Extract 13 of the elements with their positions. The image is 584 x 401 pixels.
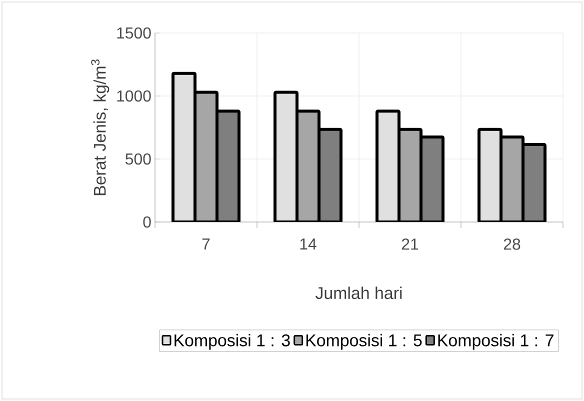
legend-label: Komposisi 1 : 5 [306, 334, 422, 350]
legend-label: Komposisi 1 : 7 [438, 334, 554, 350]
x-axis-title: Jumlah hari [316, 286, 402, 300]
y-tick-label: 500 [126, 153, 151, 165]
x-tick-label: 7 [202, 238, 210, 250]
legend-label: Komposisi 1 : 3 [174, 334, 290, 350]
y-axis-title: Berat Jenis, kg/m$^{3}$ [91, 60, 110, 196]
x-tick-label: 28 [504, 238, 520, 250]
x-tick-label: 14 [300, 238, 316, 250]
x-tick-label: 21 [402, 238, 418, 250]
y-tick-label: 1000 [117, 90, 151, 102]
y-tick-label: 0 [143, 216, 151, 228]
y-tick-label: 1500 [117, 27, 151, 39]
